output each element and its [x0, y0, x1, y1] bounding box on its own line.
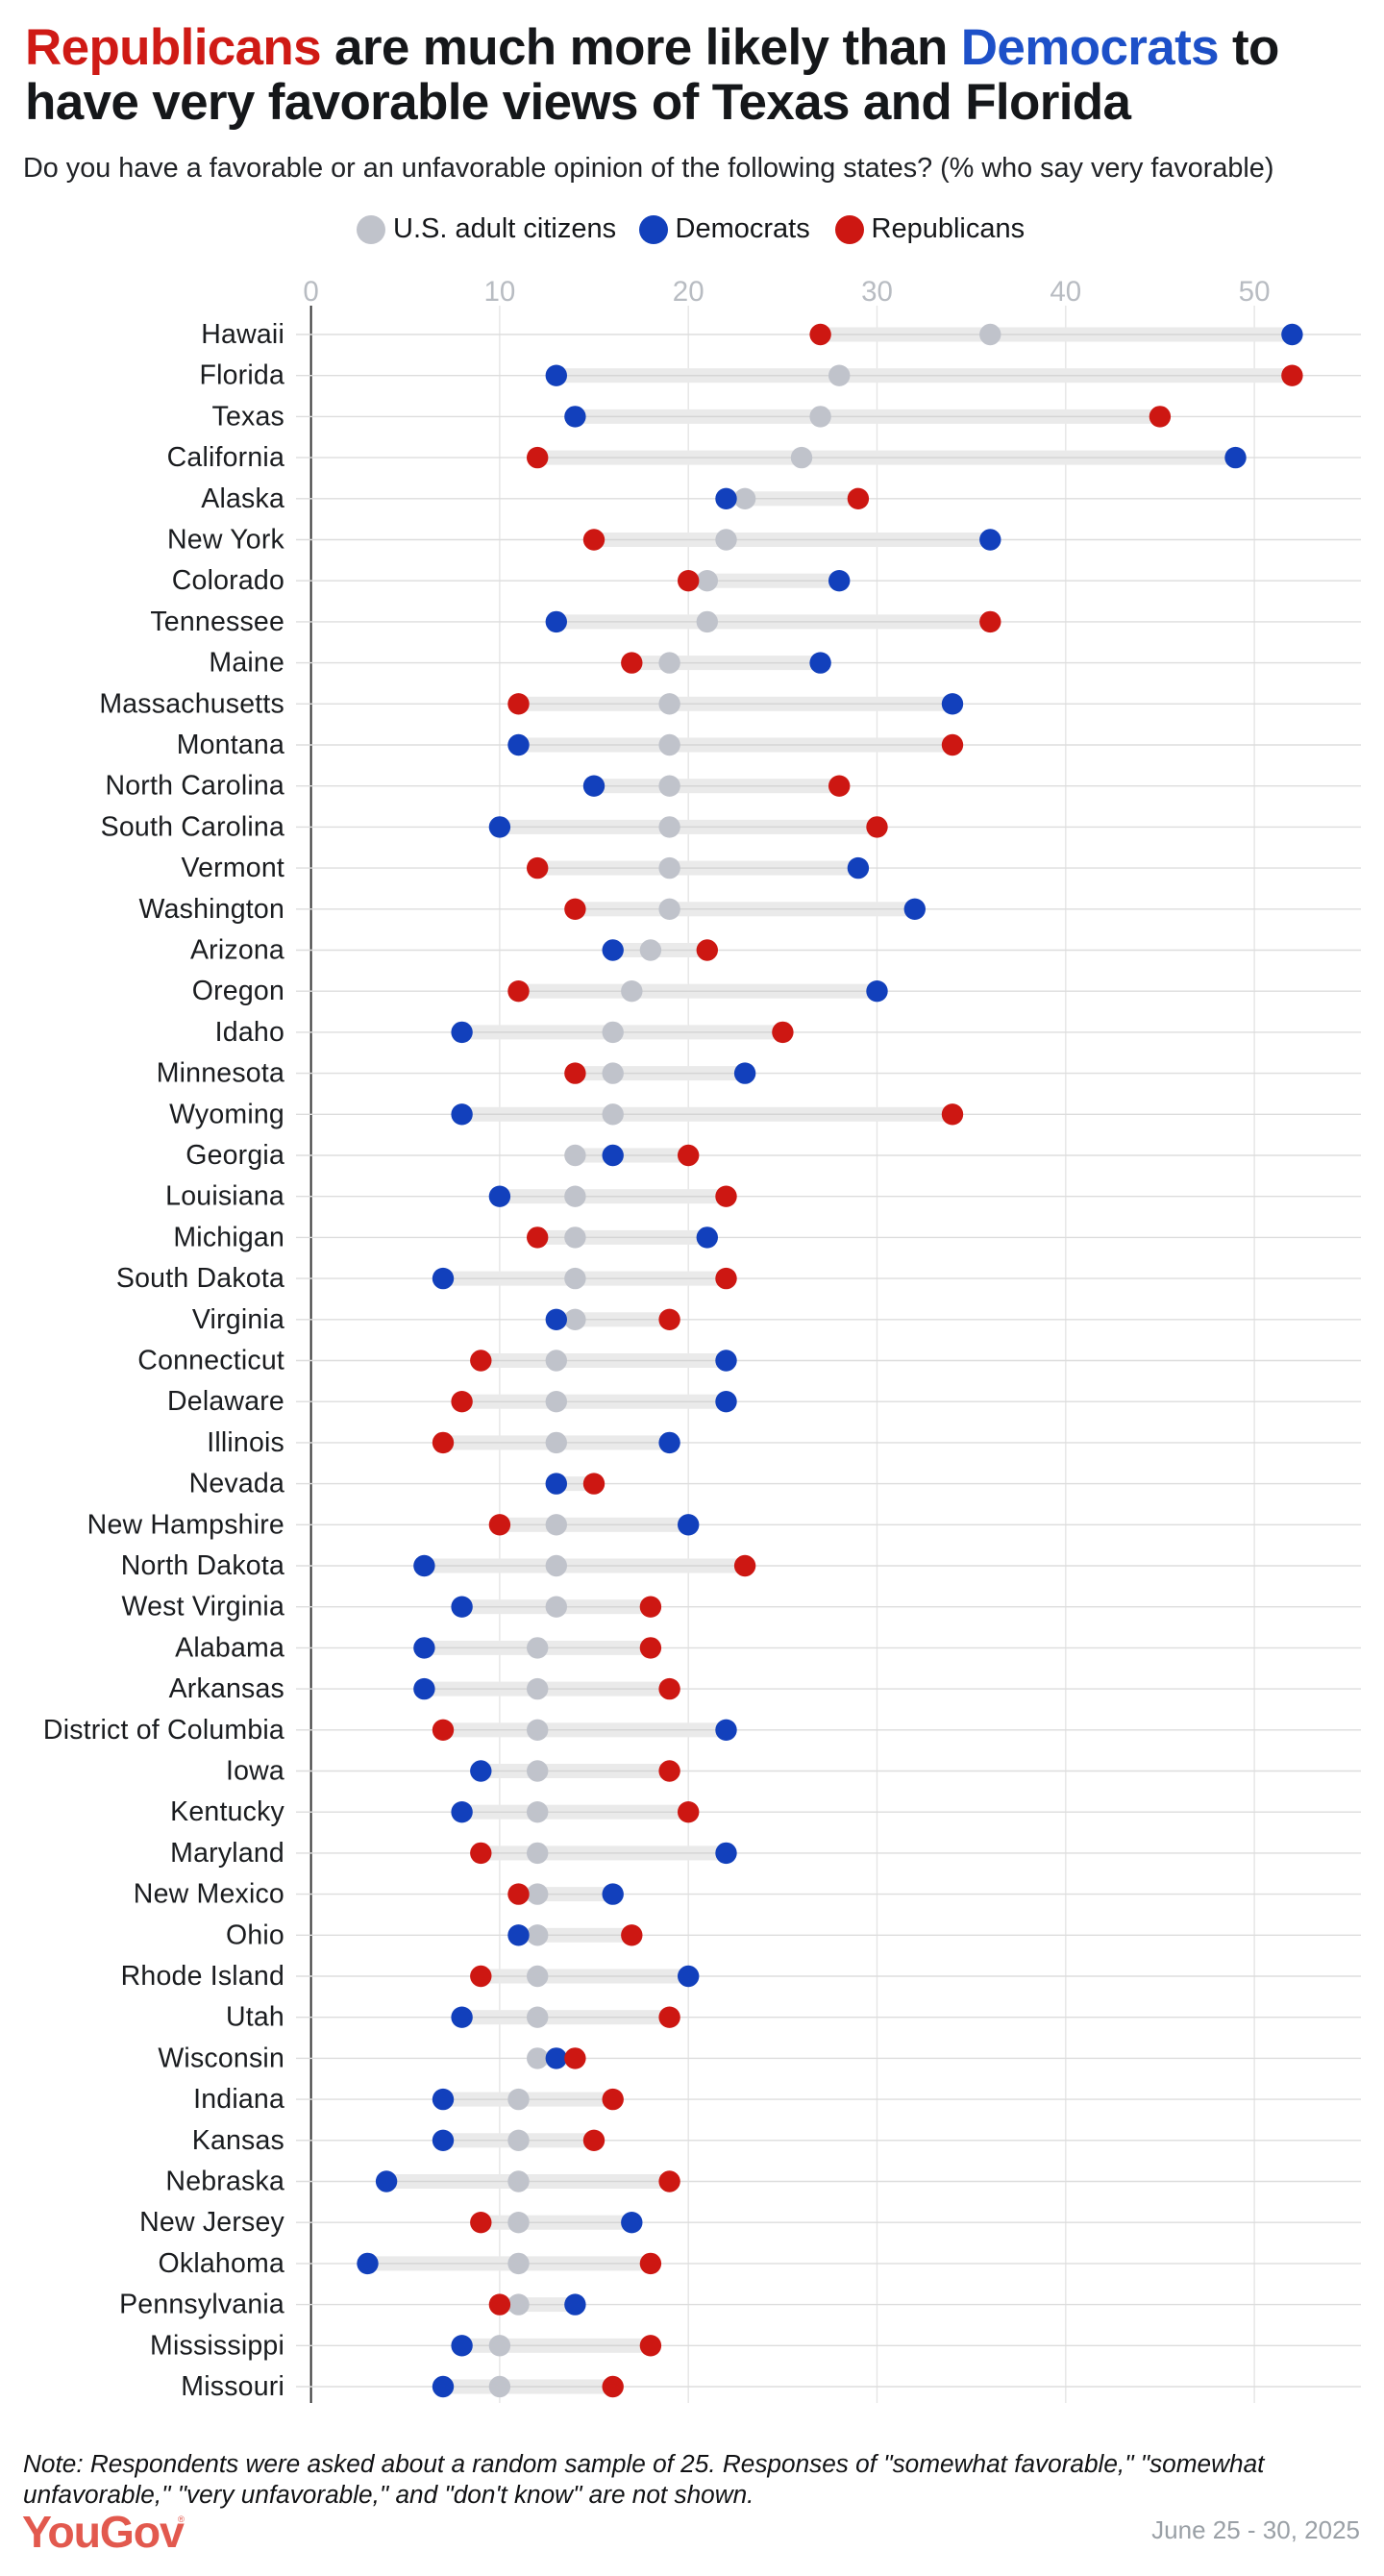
svg-text:Nebraska: Nebraska: [165, 2167, 284, 2197]
svg-text:Texas: Texas: [212, 401, 284, 432]
svg-text:Vermont: Vermont: [181, 853, 284, 883]
svg-text:Oregon: Oregon: [192, 976, 284, 1006]
svg-text:Mississippi: Mississippi: [150, 2330, 284, 2361]
svg-text:Illinois: Illinois: [207, 1427, 284, 1458]
svg-text:Alaska: Alaska: [201, 483, 284, 514]
svg-text:Alabama: Alabama: [175, 1632, 284, 1663]
svg-text:Missouri: Missouri: [181, 2371, 284, 2402]
svg-text:New Hampshire: New Hampshire: [87, 1509, 284, 1540]
svg-text:Nevada: Nevada: [189, 1469, 284, 1499]
svg-text:30: 30: [861, 276, 893, 308]
svg-text:Rhode Island: Rhode Island: [121, 1961, 284, 1992]
svg-text:South Carolina: South Carolina: [101, 811, 284, 842]
svg-text:40: 40: [1050, 276, 1081, 308]
svg-text:Maine: Maine: [209, 648, 284, 679]
svg-text:Hawaii: Hawaii: [201, 319, 284, 350]
svg-text:Utah: Utah: [226, 2002, 284, 2033]
svg-text:Pennsylvania: Pennsylvania: [119, 2290, 284, 2320]
svg-text:0: 0: [303, 276, 318, 308]
svg-text:Minnesota: Minnesota: [157, 1058, 284, 1089]
svg-text:Florida: Florida: [199, 360, 284, 391]
svg-text:Massachusetts: Massachusetts: [99, 688, 284, 719]
svg-text:Montana: Montana: [177, 730, 284, 760]
svg-text:Idaho: Idaho: [215, 1017, 284, 1048]
svg-text:Oklahoma: Oklahoma: [159, 2248, 285, 2279]
svg-text:California: California: [167, 442, 284, 473]
svg-text:Wyoming: Wyoming: [169, 1099, 284, 1129]
svg-text:South Dakota: South Dakota: [116, 1263, 284, 1294]
svg-text:Louisiana: Louisiana: [165, 1181, 284, 1212]
svg-text:20: 20: [673, 276, 704, 308]
svg-text:New Jersey: New Jersey: [139, 2207, 284, 2238]
svg-text:Washington: Washington: [139, 894, 284, 925]
svg-text:Michigan: Michigan: [173, 1222, 284, 1252]
svg-text:Kansas: Kansas: [192, 2125, 284, 2156]
svg-text:Maryland: Maryland: [170, 1838, 284, 1869]
svg-text:Delaware: Delaware: [167, 1386, 284, 1417]
svg-text:50: 50: [1239, 276, 1271, 308]
svg-text:Arizona: Arizona: [190, 935, 284, 966]
svg-text:Kentucky: Kentucky: [170, 1796, 284, 1827]
svg-text:Connecticut: Connecticut: [137, 1346, 284, 1376]
svg-text:Wisconsin: Wisconsin: [158, 2043, 284, 2073]
svg-text:Tennessee: Tennessee: [150, 607, 284, 637]
svg-text:North Dakota: North Dakota: [121, 1550, 284, 1581]
svg-text:West Virginia: West Virginia: [122, 1592, 284, 1622]
svg-text:Arkansas: Arkansas: [169, 1673, 284, 1704]
svg-text:Indiana: Indiana: [193, 2084, 284, 2115]
svg-text:Iowa: Iowa: [226, 1756, 284, 1787]
svg-text:Georgia: Georgia: [185, 1140, 284, 1171]
svg-text:District of Columbia: District of Columbia: [43, 1715, 284, 1746]
svg-text:New York: New York: [167, 525, 285, 556]
svg-text:Colorado: Colorado: [172, 565, 284, 596]
svg-text:Virginia: Virginia: [192, 1304, 284, 1335]
svg-text:10: 10: [483, 276, 515, 308]
svg-text:New Mexico: New Mexico: [134, 1879, 284, 1910]
svg-text:Ohio: Ohio: [226, 1920, 284, 1950]
svg-text:North Carolina: North Carolina: [105, 771, 284, 802]
